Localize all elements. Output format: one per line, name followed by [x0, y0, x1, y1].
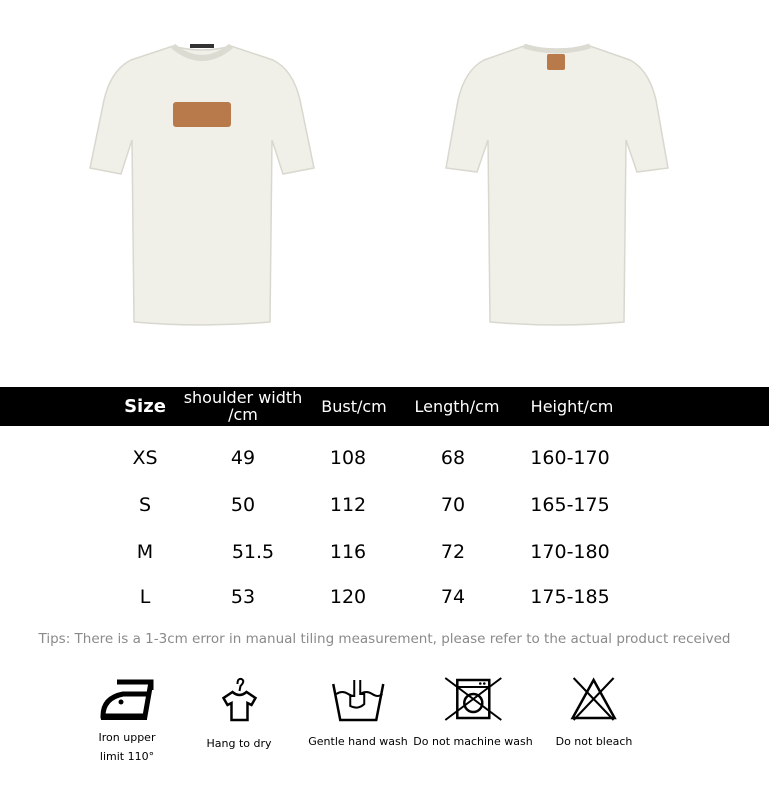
- hand-wash-icon: [331, 680, 385, 722]
- care-no-machine: Do not machine wash: [413, 676, 533, 751]
- header-height: Height/cm: [530, 397, 614, 416]
- cell-bust: 108: [329, 447, 367, 469]
- size-table-header: Size shoulder width /cm Bust/cm Length/c…: [0, 387, 769, 426]
- cell-length: 68: [440, 447, 466, 469]
- cell-bust: 112: [329, 494, 367, 516]
- iron-icon: [100, 679, 154, 720]
- care-hand-wash: Gentle hand wash: [308, 676, 408, 751]
- care-label: Iron upper: [98, 731, 156, 744]
- cell-shoulder: 51.5: [231, 541, 275, 563]
- cell-shoulder: 49: [230, 447, 256, 469]
- care-no-bleach: Do not bleach: [555, 676, 633, 751]
- no-machine-wash-icon: [444, 677, 502, 721]
- cell-shoulder: 53: [230, 586, 256, 608]
- cell-height: 170-180: [530, 541, 610, 563]
- cell-height: 165-175: [530, 494, 610, 516]
- header-bust: Bust/cm: [321, 397, 387, 416]
- cell-height: 175-185: [530, 586, 610, 608]
- care-label-2: limit 110°: [99, 750, 155, 763]
- no-bleach-icon: [570, 677, 618, 721]
- care-label: Hang to dry: [206, 737, 272, 750]
- care-label: Do not bleach: [555, 735, 633, 748]
- cell-shoulder: 50: [230, 494, 256, 516]
- care-label: Do not machine wash: [413, 735, 533, 748]
- cell-bust: 116: [329, 541, 367, 563]
- cell-size: M: [136, 541, 154, 563]
- tshirt-front-image: [89, 43, 315, 326]
- care-hang: Hang to dry: [206, 676, 272, 753]
- tshirt-back-image: [445, 43, 669, 326]
- hanger-shirt-icon: [221, 677, 257, 722]
- cell-length: 72: [440, 541, 466, 563]
- cell-height: 160-170: [530, 447, 610, 469]
- care-iron: Iron upper limit 110°: [97, 676, 157, 766]
- header-shoulder: shoulder width /cm: [184, 389, 303, 423]
- cell-size: L: [139, 586, 151, 608]
- cell-length: 70: [440, 494, 466, 516]
- cell-size: XS: [132, 447, 158, 469]
- header-size: Size: [124, 396, 166, 417]
- header-length: Length/cm: [414, 397, 500, 416]
- header-shoulder-line1: shoulder width: [183, 388, 303, 407]
- cell-size: S: [138, 494, 152, 516]
- header-shoulder-line2: /cm: [228, 405, 258, 424]
- cell-bust: 120: [329, 586, 367, 608]
- cell-length: 74: [440, 586, 466, 608]
- tips-text: Tips: There is a 1-3cm error in manual t…: [38, 631, 731, 647]
- care-label: Gentle hand wash: [308, 735, 408, 748]
